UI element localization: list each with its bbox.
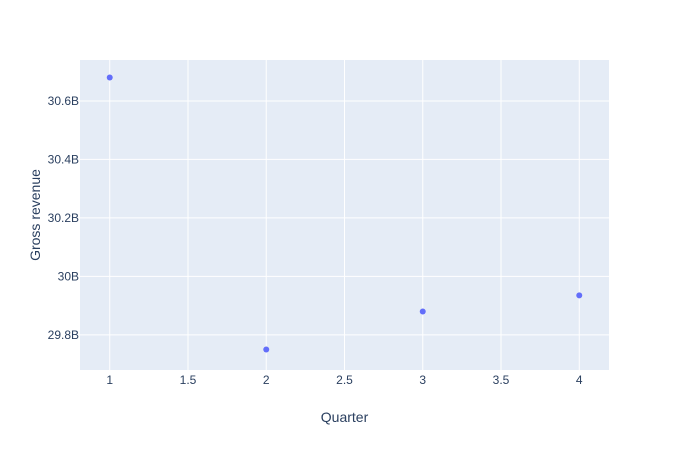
x-tick-label: 1.5 <box>180 373 197 387</box>
y-axis-ticks: 29.8B 30B 30.2B 30.4B 30.6B <box>48 94 79 342</box>
x-axis-ticks: 1 1.5 2 2.5 3 3.5 4 <box>106 373 583 387</box>
x-tick-label: 1 <box>106 373 113 387</box>
y-tick-label: 30.6B <box>48 94 79 108</box>
x-tick-label: 2.5 <box>336 373 353 387</box>
x-axis-title: Quarter <box>321 409 369 425</box>
data-point[interactable] <box>576 292 583 299</box>
y-tick-label: 30.4B <box>48 152 79 166</box>
grid-lines <box>80 60 609 370</box>
data-point[interactable] <box>106 74 113 81</box>
data-point[interactable] <box>419 308 426 315</box>
y-axis-title: Gross revenue <box>27 169 43 261</box>
x-tick-label: 4 <box>576 373 583 387</box>
x-tick-label: 3 <box>419 373 426 387</box>
y-tick-label: 29.8B <box>48 328 79 342</box>
y-tick-label: 30.2B <box>48 211 79 225</box>
y-tick-label: 30B <box>58 269 79 283</box>
x-tick-label: 3.5 <box>493 373 510 387</box>
data-points <box>106 74 583 353</box>
x-tick-label: 2 <box>263 373 270 387</box>
data-point[interactable] <box>263 346 270 353</box>
